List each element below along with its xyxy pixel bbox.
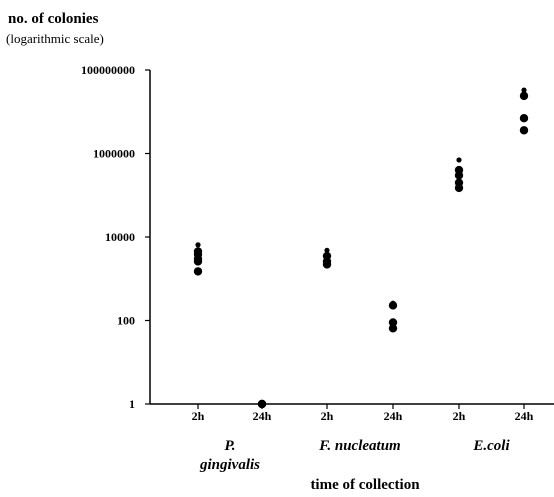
x-axis-ticks: 2h 24h 2h 24h 2h 24h xyxy=(192,404,534,423)
x-tick-label: 2h xyxy=(453,409,466,423)
data-point xyxy=(521,87,527,93)
data-point xyxy=(324,247,330,253)
group-label: E.coli xyxy=(472,438,510,454)
data-point xyxy=(388,301,398,310)
data-point xyxy=(193,267,203,276)
x-tick-label: 2h xyxy=(321,409,334,423)
group-labels: P. gingivalis F. nucleatum E.coli xyxy=(199,438,510,473)
data-point xyxy=(519,114,529,123)
group-label: P. xyxy=(225,438,236,454)
y-tick-label: 10000 xyxy=(105,230,135,244)
data-point xyxy=(454,183,464,193)
y-tick-label: 100000000 xyxy=(81,63,135,77)
x-tick-label: 2h xyxy=(192,409,205,423)
y-axis-ticks: 1 100 10000 1000000 100000000 xyxy=(81,63,150,411)
y-tick-label: 1 xyxy=(129,397,135,411)
x-tick-label: 24h xyxy=(384,409,403,423)
y-tick-label: 1000000 xyxy=(93,147,135,161)
data-points xyxy=(193,87,529,409)
data-point xyxy=(519,91,529,101)
data-point xyxy=(454,171,464,180)
x-axis-title: time of collection xyxy=(310,477,420,493)
axes xyxy=(149,70,554,405)
y-axis-scale-note: (logarithmic scale) xyxy=(6,31,104,46)
group-label: gingivalis xyxy=(199,457,260,473)
data-point xyxy=(519,126,529,135)
data-point xyxy=(257,399,267,409)
data-point xyxy=(388,318,398,327)
data-point xyxy=(456,157,462,163)
x-tick-label: 24h xyxy=(515,409,534,423)
x-tick-label: 24h xyxy=(253,409,272,423)
data-point xyxy=(195,242,201,248)
data-point xyxy=(322,260,332,269)
group-label: F. nucleatum xyxy=(318,438,400,454)
y-axis-title: no. of colonies xyxy=(8,11,99,27)
y-tick-label: 100 xyxy=(117,314,135,328)
data-point xyxy=(193,257,203,266)
data-point xyxy=(388,324,398,333)
